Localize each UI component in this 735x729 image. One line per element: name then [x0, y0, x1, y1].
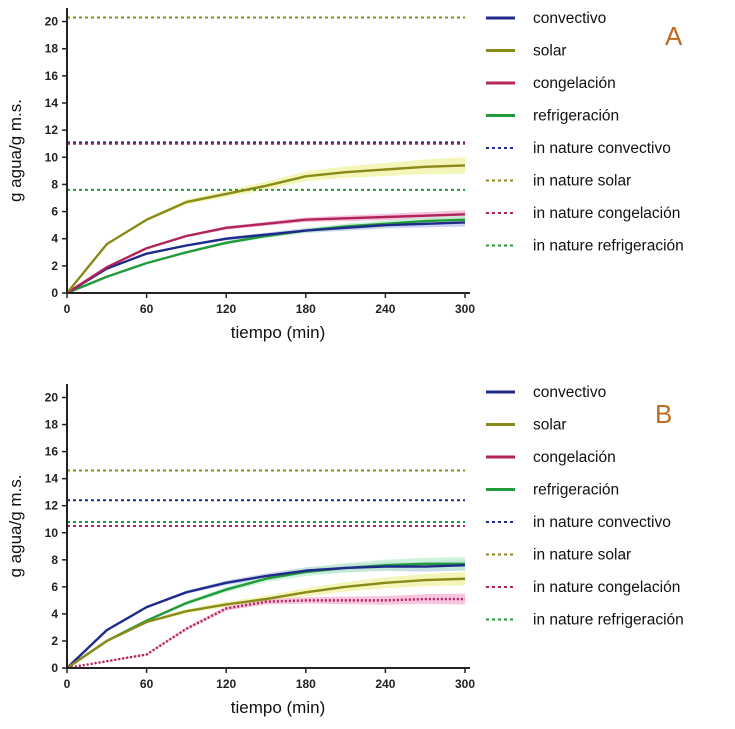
y-tick-label: 0 [51, 286, 58, 300]
series-line-convectivo [66, 564, 466, 669]
chart-panel-B: 0 2 4 6 8 10 12 14 16 18 20 0 60 120 180 240 300 tiempo (… [6, 384, 684, 717]
x-axis-title: tiempo (min) [231, 698, 325, 717]
y-tick-label: 12 [45, 499, 59, 513]
x-tick-label: 60 [140, 677, 154, 691]
y-tick-label: 14 [45, 96, 59, 110]
y-axis-title: g agua/g m.s. [6, 474, 25, 577]
legend-label: convectivo [533, 384, 606, 401]
y-tick-label: 2 [51, 634, 58, 648]
x-tick-label: 0 [64, 677, 71, 691]
legend-label: in nature congelación [533, 579, 680, 596]
panel-label: B [655, 399, 672, 429]
y-tick-label: 16 [45, 69, 59, 83]
x-tick-label: 120 [216, 677, 236, 691]
y-tick-label: 18 [45, 418, 59, 432]
band-solar [67, 571, 465, 668]
series-line-solar [66, 577, 466, 669]
legend-label: in nature solar [533, 173, 631, 190]
chart-panel-A: 0 2 4 6 8 10 12 14 16 18 20 0 60 120 180 240 300 tiempo (… [6, 8, 684, 342]
y-tick-label: 2 [51, 259, 58, 273]
band-convectivo [67, 559, 465, 668]
y-tick-label: 6 [51, 205, 58, 219]
x-tick-label: 180 [296, 302, 316, 316]
band-convectivo [67, 218, 465, 293]
legend-label: in nature convectivo [533, 140, 671, 157]
band-congelacion [67, 593, 465, 668]
legend-label: in nature refrigeración [533, 238, 684, 255]
y-tick-label: 12 [45, 123, 59, 137]
legend-label: in nature congelación [533, 205, 680, 222]
legend-label: in nature convectivo [533, 514, 671, 531]
legend-label: solar [533, 417, 567, 434]
legend-label: solar [533, 43, 567, 60]
legend-label: convectivo [533, 10, 606, 27]
series-line-refrigeracion [66, 218, 466, 295]
series-line-convectivo [66, 221, 466, 295]
series-line-congelacion [66, 213, 466, 295]
y-tick-label: 10 [45, 526, 59, 540]
y-tick-label: 10 [45, 150, 59, 164]
x-tick-label: 180 [296, 677, 316, 691]
y-tick-label: 20 [45, 15, 59, 29]
y-tick-label: 4 [51, 232, 58, 246]
x-tick-label: 300 [455, 302, 475, 316]
series-line-congelacion [66, 597, 465, 670]
y-tick-label: 6 [51, 580, 58, 594]
y-tick-label: 8 [51, 177, 58, 191]
y-tick-label: 4 [51, 607, 58, 621]
y-tick-label: 16 [45, 445, 59, 459]
legend-label: refrigeración [533, 108, 619, 125]
y-tick-label: 20 [45, 391, 59, 405]
x-tick-label: 240 [375, 677, 395, 691]
legend-label: in nature solar [533, 547, 631, 564]
legend-label: congelación [533, 75, 616, 92]
y-tick-label: 14 [45, 472, 59, 486]
panel-label: A [665, 21, 683, 51]
y-tick-label: 18 [45, 42, 59, 56]
legend-label: refrigeración [533, 482, 619, 499]
x-tick-label: 240 [375, 302, 395, 316]
x-tick-label: 0 [64, 302, 71, 316]
y-tick-label: 8 [51, 553, 58, 567]
band-solar [67, 157, 465, 293]
y-axis-title: g agua/g m.s. [6, 99, 25, 202]
x-tick-label: 300 [455, 677, 475, 691]
x-axis-title: tiempo (min) [231, 323, 325, 342]
x-tick-label: 120 [216, 302, 236, 316]
series-line-solar [66, 164, 466, 294]
y-tick-label: 0 [51, 661, 58, 675]
x-tick-label: 60 [140, 302, 154, 316]
legend-label: congelación [533, 449, 616, 466]
legend-label: in nature refrigeración [533, 612, 684, 629]
